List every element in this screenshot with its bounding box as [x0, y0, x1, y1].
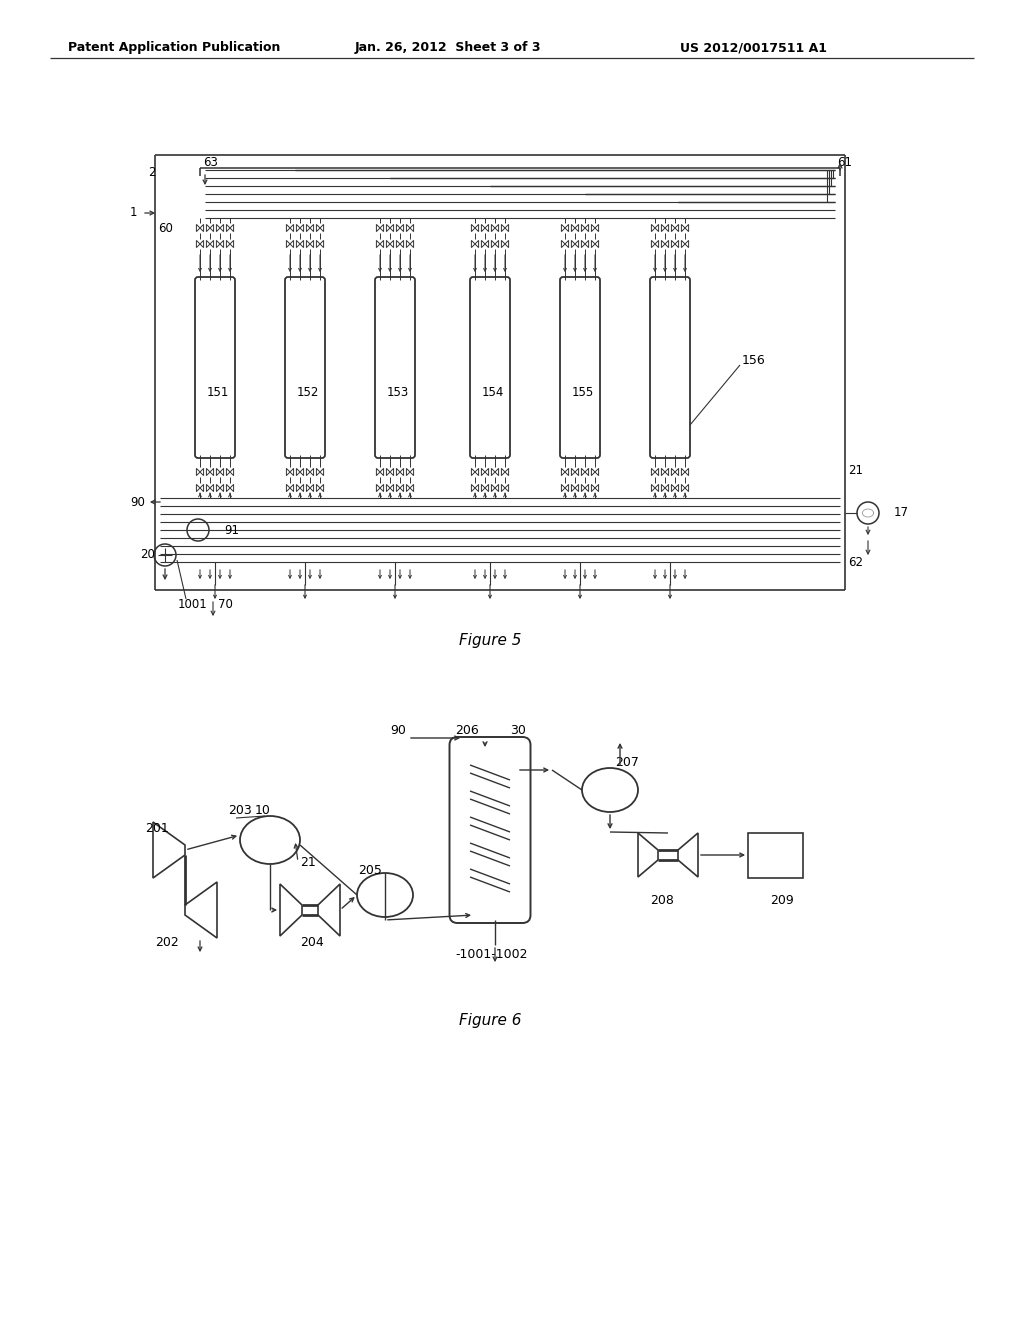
Text: 60: 60	[158, 222, 173, 235]
Text: 20: 20	[140, 549, 155, 561]
Text: Figure 5: Figure 5	[459, 632, 521, 648]
Text: 91: 91	[224, 524, 239, 536]
Text: 155: 155	[572, 385, 594, 399]
Text: Jan. 26, 2012  Sheet 3 of 3: Jan. 26, 2012 Sheet 3 of 3	[355, 41, 542, 54]
Text: -1001-1002: -1001-1002	[455, 949, 527, 961]
Text: 2: 2	[148, 165, 156, 178]
Text: 21: 21	[300, 855, 315, 869]
Text: 156: 156	[742, 354, 766, 367]
Text: 201: 201	[145, 821, 169, 834]
Text: 205: 205	[358, 863, 382, 876]
FancyBboxPatch shape	[285, 277, 325, 458]
Text: 152: 152	[297, 385, 319, 399]
Ellipse shape	[240, 816, 300, 865]
Text: 70: 70	[218, 598, 232, 610]
Text: 207: 207	[615, 755, 639, 768]
Text: 62: 62	[848, 556, 863, 569]
Text: 90: 90	[130, 495, 144, 508]
Text: Patent Application Publication: Patent Application Publication	[68, 41, 281, 54]
Text: 206: 206	[455, 723, 479, 737]
Text: 17: 17	[894, 507, 909, 520]
Ellipse shape	[357, 873, 413, 917]
Text: 209: 209	[770, 894, 794, 907]
FancyBboxPatch shape	[470, 277, 510, 458]
Text: 63: 63	[203, 156, 218, 169]
Text: 10: 10	[255, 804, 271, 817]
Text: 202: 202	[155, 936, 179, 949]
FancyBboxPatch shape	[195, 277, 234, 458]
Text: 1: 1	[130, 206, 137, 219]
FancyBboxPatch shape	[650, 277, 690, 458]
Ellipse shape	[582, 768, 638, 812]
Text: 208: 208	[650, 894, 674, 907]
Text: 61: 61	[837, 156, 852, 169]
Text: 151: 151	[207, 385, 229, 399]
Text: 90: 90	[390, 723, 406, 737]
Text: US 2012/0017511 A1: US 2012/0017511 A1	[680, 41, 827, 54]
Bar	[748, 833, 803, 878]
FancyBboxPatch shape	[560, 277, 600, 458]
FancyBboxPatch shape	[450, 737, 530, 923]
Text: 30: 30	[510, 723, 526, 737]
Text: 204: 204	[300, 936, 324, 949]
Text: 153: 153	[387, 385, 410, 399]
FancyBboxPatch shape	[375, 277, 415, 458]
Text: 154: 154	[482, 385, 505, 399]
Text: 21: 21	[848, 463, 863, 477]
Text: 1001: 1001	[178, 598, 208, 610]
Text: 203: 203	[228, 804, 252, 817]
Text: Figure 6: Figure 6	[459, 1012, 521, 1027]
